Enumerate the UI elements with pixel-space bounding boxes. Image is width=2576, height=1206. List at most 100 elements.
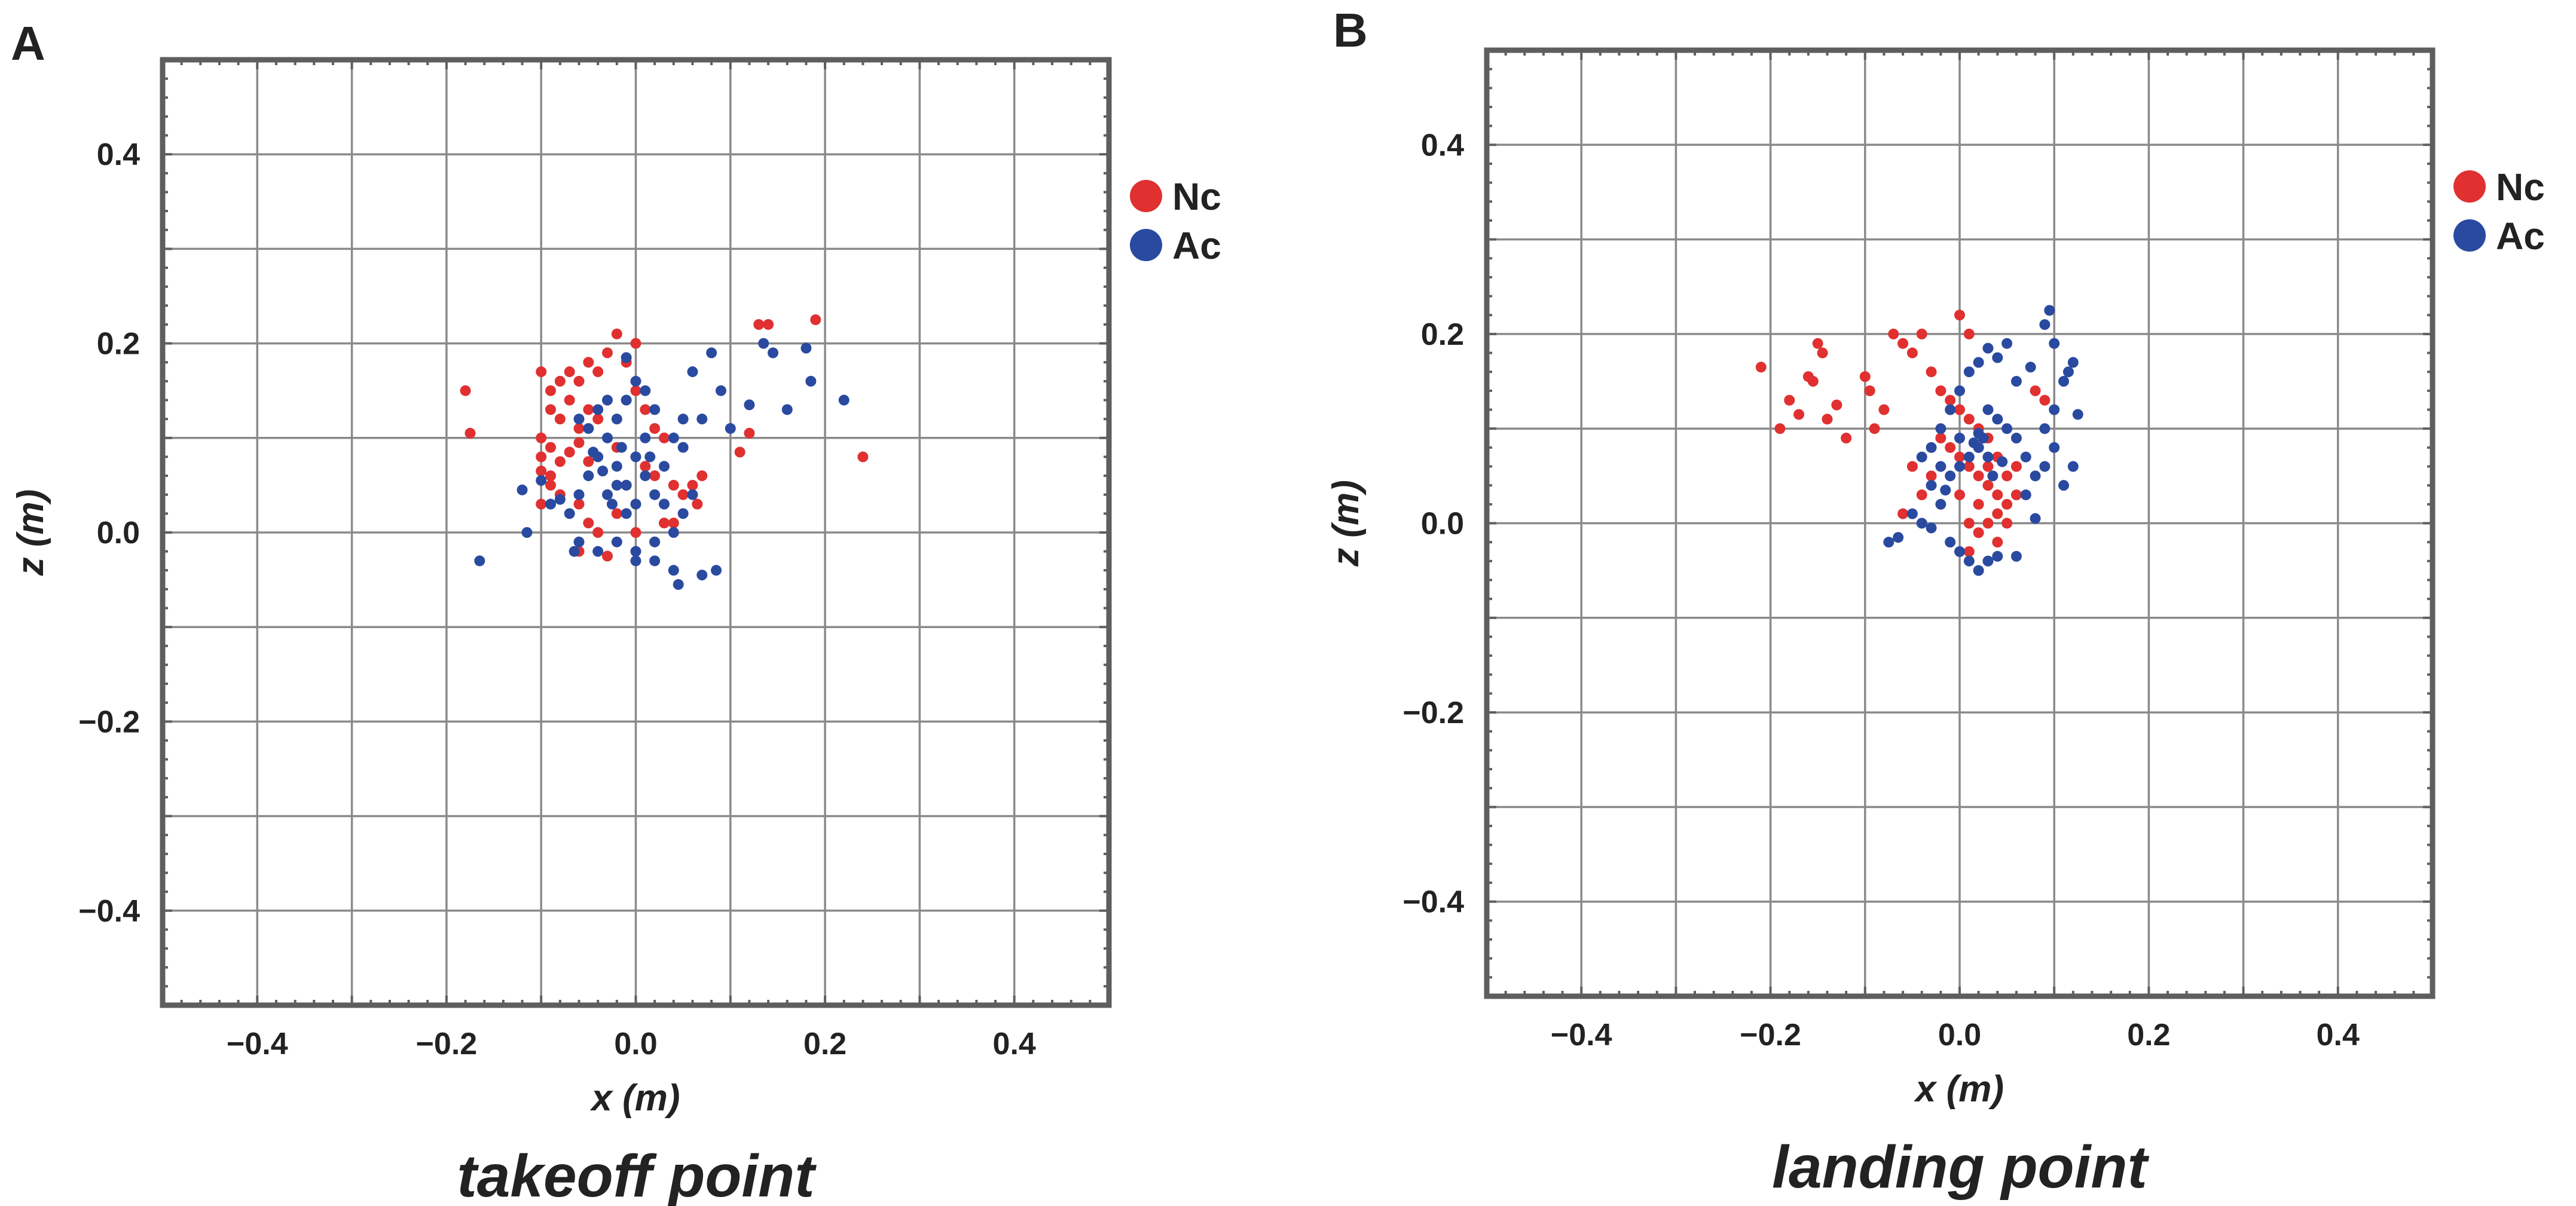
x-axis-label: x (m) (589, 1078, 680, 1119)
data-point-ac (1987, 470, 1999, 482)
data-point-nc (536, 498, 547, 510)
data-point-ac (630, 498, 641, 510)
data-point-ac (621, 352, 632, 363)
data-point-nc (668, 479, 679, 491)
data-point-ac (1916, 451, 1927, 463)
x-tick-label: 0.4 (2317, 1018, 2360, 1052)
x-tick-label: 0.2 (803, 1027, 847, 1061)
data-point-nc (1954, 489, 1965, 501)
data-point-ac (2001, 423, 2013, 434)
data-point-nc (696, 470, 708, 482)
data-point-ac (1968, 437, 1979, 448)
y-axis-label: z (m) (1325, 480, 1367, 567)
data-point-nc (564, 394, 575, 406)
data-point-nc (536, 432, 547, 443)
data-point-ac (1916, 518, 1927, 529)
data-point-ac (640, 470, 651, 482)
data-point-nc (1954, 451, 1965, 463)
y-tick-label: 0.0 (97, 516, 140, 550)
data-point-nc (649, 470, 661, 482)
data-point-nc (1935, 385, 1946, 396)
data-point-nc (1992, 489, 2003, 501)
data-point-ac (630, 451, 641, 463)
data-point-nc (583, 456, 594, 467)
data-point-nc (1935, 433, 1946, 444)
data-point-nc (2001, 470, 2013, 482)
data-point-nc (1822, 414, 1833, 425)
data-point-nc (1906, 461, 1918, 472)
legend-label-ac: Ac (2496, 215, 2545, 258)
data-point-ac (2062, 366, 2074, 378)
data-point-ac (687, 366, 698, 378)
data-point-nc (545, 404, 557, 415)
data-point-nc (554, 375, 566, 387)
data-point-ac (2039, 319, 2051, 330)
x-tick-label: −0.4 (1551, 1018, 1612, 1052)
data-point-ac (616, 442, 627, 453)
data-point-nc (1992, 508, 2003, 519)
data-point-ac (1926, 522, 1937, 534)
data-point-nc (611, 508, 622, 519)
data-point-nc (1817, 347, 1828, 359)
x-tick-label: −0.2 (416, 1027, 478, 1061)
data-point-ac (602, 432, 613, 443)
legend-label-nc: Nc (2496, 166, 2545, 209)
data-point-ac (1982, 342, 1994, 354)
data-point-ac (668, 565, 679, 576)
data-point-nc (1982, 461, 1994, 472)
y-tick-label: 0.0 (1421, 507, 1464, 541)
data-point-ac (2010, 376, 2022, 387)
data-point-ac (1963, 366, 1975, 378)
data-point-ac (592, 404, 604, 415)
data-point-ac (611, 536, 622, 547)
data-point-nc (1963, 518, 1975, 529)
data-point-nc (2001, 518, 2013, 529)
data-point-nc (1973, 498, 1984, 510)
data-point-nc (763, 319, 774, 330)
data-point-ac (744, 399, 755, 411)
data-point-ac (2058, 480, 2070, 491)
data-point-ac (1945, 404, 1956, 415)
data-point-nc (465, 427, 476, 439)
data-point-ac (621, 394, 632, 406)
data-point-ac (1926, 480, 1937, 491)
data-point-ac (630, 546, 641, 557)
data-point-nc (1812, 338, 1823, 349)
data-point-nc (677, 489, 689, 500)
data-point-nc (630, 527, 641, 538)
data-point-ac (597, 466, 609, 477)
x-tick-label: −0.4 (227, 1027, 288, 1061)
data-point-ac (687, 489, 698, 500)
data-point-ac (545, 498, 557, 510)
data-point-ac (2049, 442, 2060, 453)
data-point-ac (611, 461, 622, 472)
data-point-nc (1831, 399, 1842, 411)
data-point-ac (658, 498, 670, 510)
data-point-nc (857, 451, 869, 463)
data-point-nc (1982, 518, 1994, 529)
legend-marker-ac (1130, 229, 1162, 261)
data-point-ac (2072, 409, 2083, 420)
data-point-nc (1784, 394, 1795, 406)
data-point-nc (1945, 442, 1956, 453)
x-tick-label: 0.4 (993, 1027, 1036, 1061)
data-point-ac (602, 489, 613, 500)
data-point-ac (1982, 404, 1994, 415)
y-tick-label: −0.4 (78, 894, 140, 929)
data-point-ac (711, 565, 722, 576)
data-point-nc (602, 347, 613, 359)
data-point-nc (640, 404, 651, 415)
data-point-nc (2030, 385, 2041, 396)
data-point-ac (1893, 532, 1904, 543)
panel-label-a: A (11, 17, 45, 70)
data-point-ac (1945, 537, 1956, 548)
data-point-nc (1774, 423, 1786, 434)
data-point-ac (1954, 461, 1965, 472)
data-point-nc (1926, 366, 1937, 378)
plot-frame (160, 57, 1112, 1008)
data-point-ac (673, 579, 684, 590)
y-tick-label: 0.4 (1421, 128, 1464, 163)
data-point-ac (573, 536, 585, 547)
data-point-ac (1954, 385, 1965, 396)
data-point-nc (592, 527, 604, 538)
